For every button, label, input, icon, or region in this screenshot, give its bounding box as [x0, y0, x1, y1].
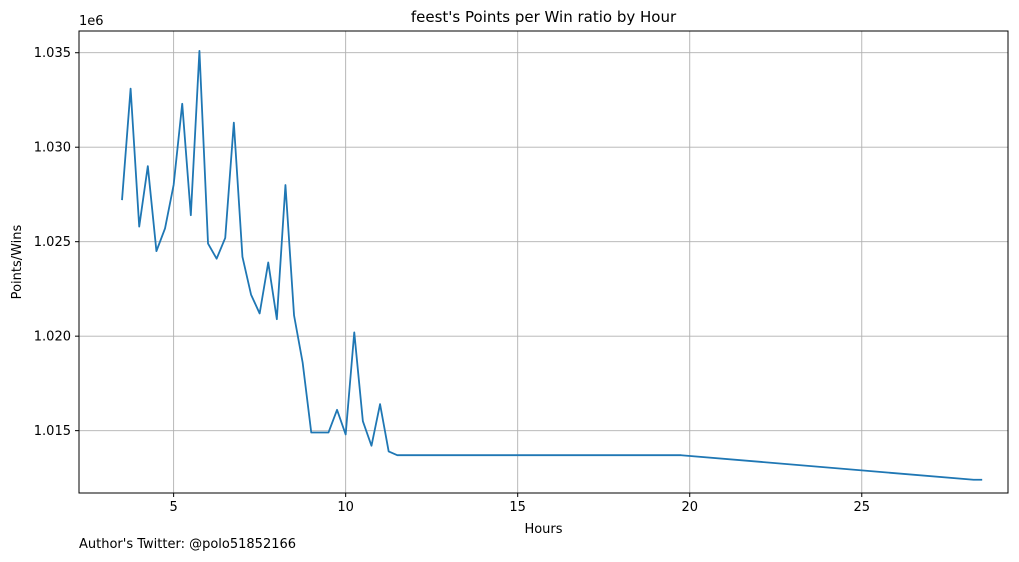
x-tick-label: 20: [681, 500, 698, 515]
series-line: [121, 49, 983, 481]
y-tick-label: 1.035: [34, 46, 71, 61]
chart-title: feest's Points per Win ratio by Hour: [411, 8, 677, 26]
x-tick-label: 10: [337, 500, 354, 515]
x-tick-label: 25: [853, 500, 870, 515]
x-tick-label: 5: [169, 500, 177, 515]
plot-frame: [78, 30, 1009, 494]
y-tick-label: 1.015: [34, 424, 71, 439]
grid: [79, 31, 1008, 493]
y-axis: 1.015 1.020 1.025 1.030 1.035: [34, 46, 79, 439]
y-tick-label: 1.020: [34, 330, 71, 345]
x-tick-label: 15: [509, 500, 526, 515]
x-axis: 5 10 15 20 25: [169, 493, 870, 515]
y-tick-label: 1.025: [34, 235, 71, 250]
y-tick-label: 1.030: [34, 141, 71, 156]
series-group: [121, 49, 983, 481]
y-axis-label: Points/Wins: [10, 224, 25, 299]
x-axis-label: Hours: [524, 522, 562, 537]
y-offset-label: 1e6: [79, 14, 104, 29]
author-credit: Author's Twitter: @polo51852166: [79, 537, 297, 552]
